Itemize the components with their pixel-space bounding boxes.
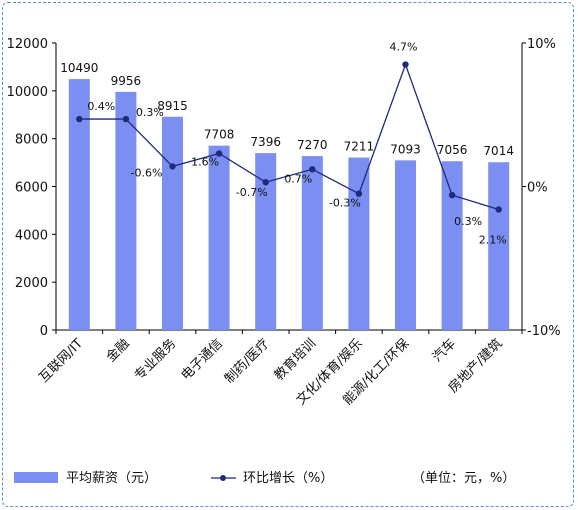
bar [208, 145, 230, 330]
left-tick-label: 6000 [15, 181, 48, 196]
left-tick-label: 10000 [7, 85, 48, 100]
growth-point [495, 206, 502, 213]
bar [255, 153, 277, 330]
bar-value-label: 7396 [250, 135, 281, 149]
growth-point [309, 166, 316, 173]
growth-point [215, 150, 223, 157]
bar-value-label: 8915 [157, 99, 188, 113]
bar-value-label: 9956 [111, 74, 142, 88]
left-tick-label: 0 [40, 324, 48, 339]
left-tick-label: 12000 [7, 37, 48, 52]
bar-value-label: 7708 [204, 128, 235, 142]
bar [115, 91, 137, 330]
left-tick-label: 2000 [15, 276, 48, 291]
legend-unit-note: （单位：元，%） [412, 471, 515, 486]
bar [441, 161, 463, 330]
legend-bar-label: 平均薪资（元） [66, 471, 157, 486]
growth-value-label: 0.7% [284, 172, 312, 185]
growth-value-label: -0.6% [131, 166, 163, 179]
growth-value-label: 4.7% [390, 41, 418, 54]
category-label: 教育培训 [271, 336, 319, 384]
legend-line-label: 环比增长（%） [243, 471, 333, 486]
growth-point [262, 178, 269, 186]
category-label: 汽车 [429, 336, 459, 366]
bar-value-label: 7211 [344, 140, 375, 154]
growth-line [79, 62, 499, 211]
category-label: 专业服务 [131, 336, 179, 384]
bar-value-label: 7014 [483, 144, 514, 158]
bars-group: 10490 9956 8915 7708 7396 7270 7211 7093 7056 701… [60, 61, 514, 330]
right-tick-label: -10% [527, 324, 561, 339]
growth-point [76, 115, 83, 123]
bar [68, 79, 90, 330]
growth-point [402, 61, 409, 68]
growth-value-label: 0.3% [136, 106, 164, 119]
growth-point [169, 163, 176, 170]
growth-value-label: 2.1% [479, 233, 507, 246]
left-tick-label: 4000 [15, 228, 48, 243]
growth-value-label: 1.6% [191, 155, 219, 168]
bar [488, 162, 510, 330]
growth-point [448, 191, 456, 199]
category-label: 电子通信 [179, 336, 226, 383]
left-tick-label: 8000 [15, 133, 48, 148]
growth-value-label: 0.4% [87, 100, 115, 113]
bar [301, 156, 323, 330]
legend-bar-swatch [14, 472, 58, 483]
growth-value-label: -0.3% [329, 197, 361, 210]
legend-line-marker [220, 475, 226, 481]
chart-frame [2, 2, 574, 507]
category-label: 互联网/IT [37, 336, 87, 386]
bar [348, 157, 370, 330]
right-tick-label: 0% [527, 181, 548, 196]
bar [162, 116, 183, 330]
growth-value-label: 0.3% [454, 215, 482, 228]
growth-value-label: -0.7% [236, 186, 268, 199]
category-label: 金融 [103, 336, 133, 366]
bar-value-label: 7056 [437, 143, 468, 157]
bar [395, 160, 416, 330]
bar-value-label: 7270 [297, 138, 328, 152]
bar-value-label: 7093 [390, 142, 421, 156]
growth-point [355, 190, 363, 197]
bar-value-label: 10490 [60, 61, 98, 75]
growth-point [122, 115, 130, 123]
category-label: 制药/医疗 [222, 336, 272, 386]
legend: 平均薪资（元） 环比增长（%） （单位：元，%） [14, 471, 515, 486]
line-group: 0.4% 0.3% -0.6% 1.6% -0.7% 0.7% -0.3% 4.7% 0.3% 2… [76, 41, 507, 246]
right-tick-label: 10% [527, 37, 556, 52]
